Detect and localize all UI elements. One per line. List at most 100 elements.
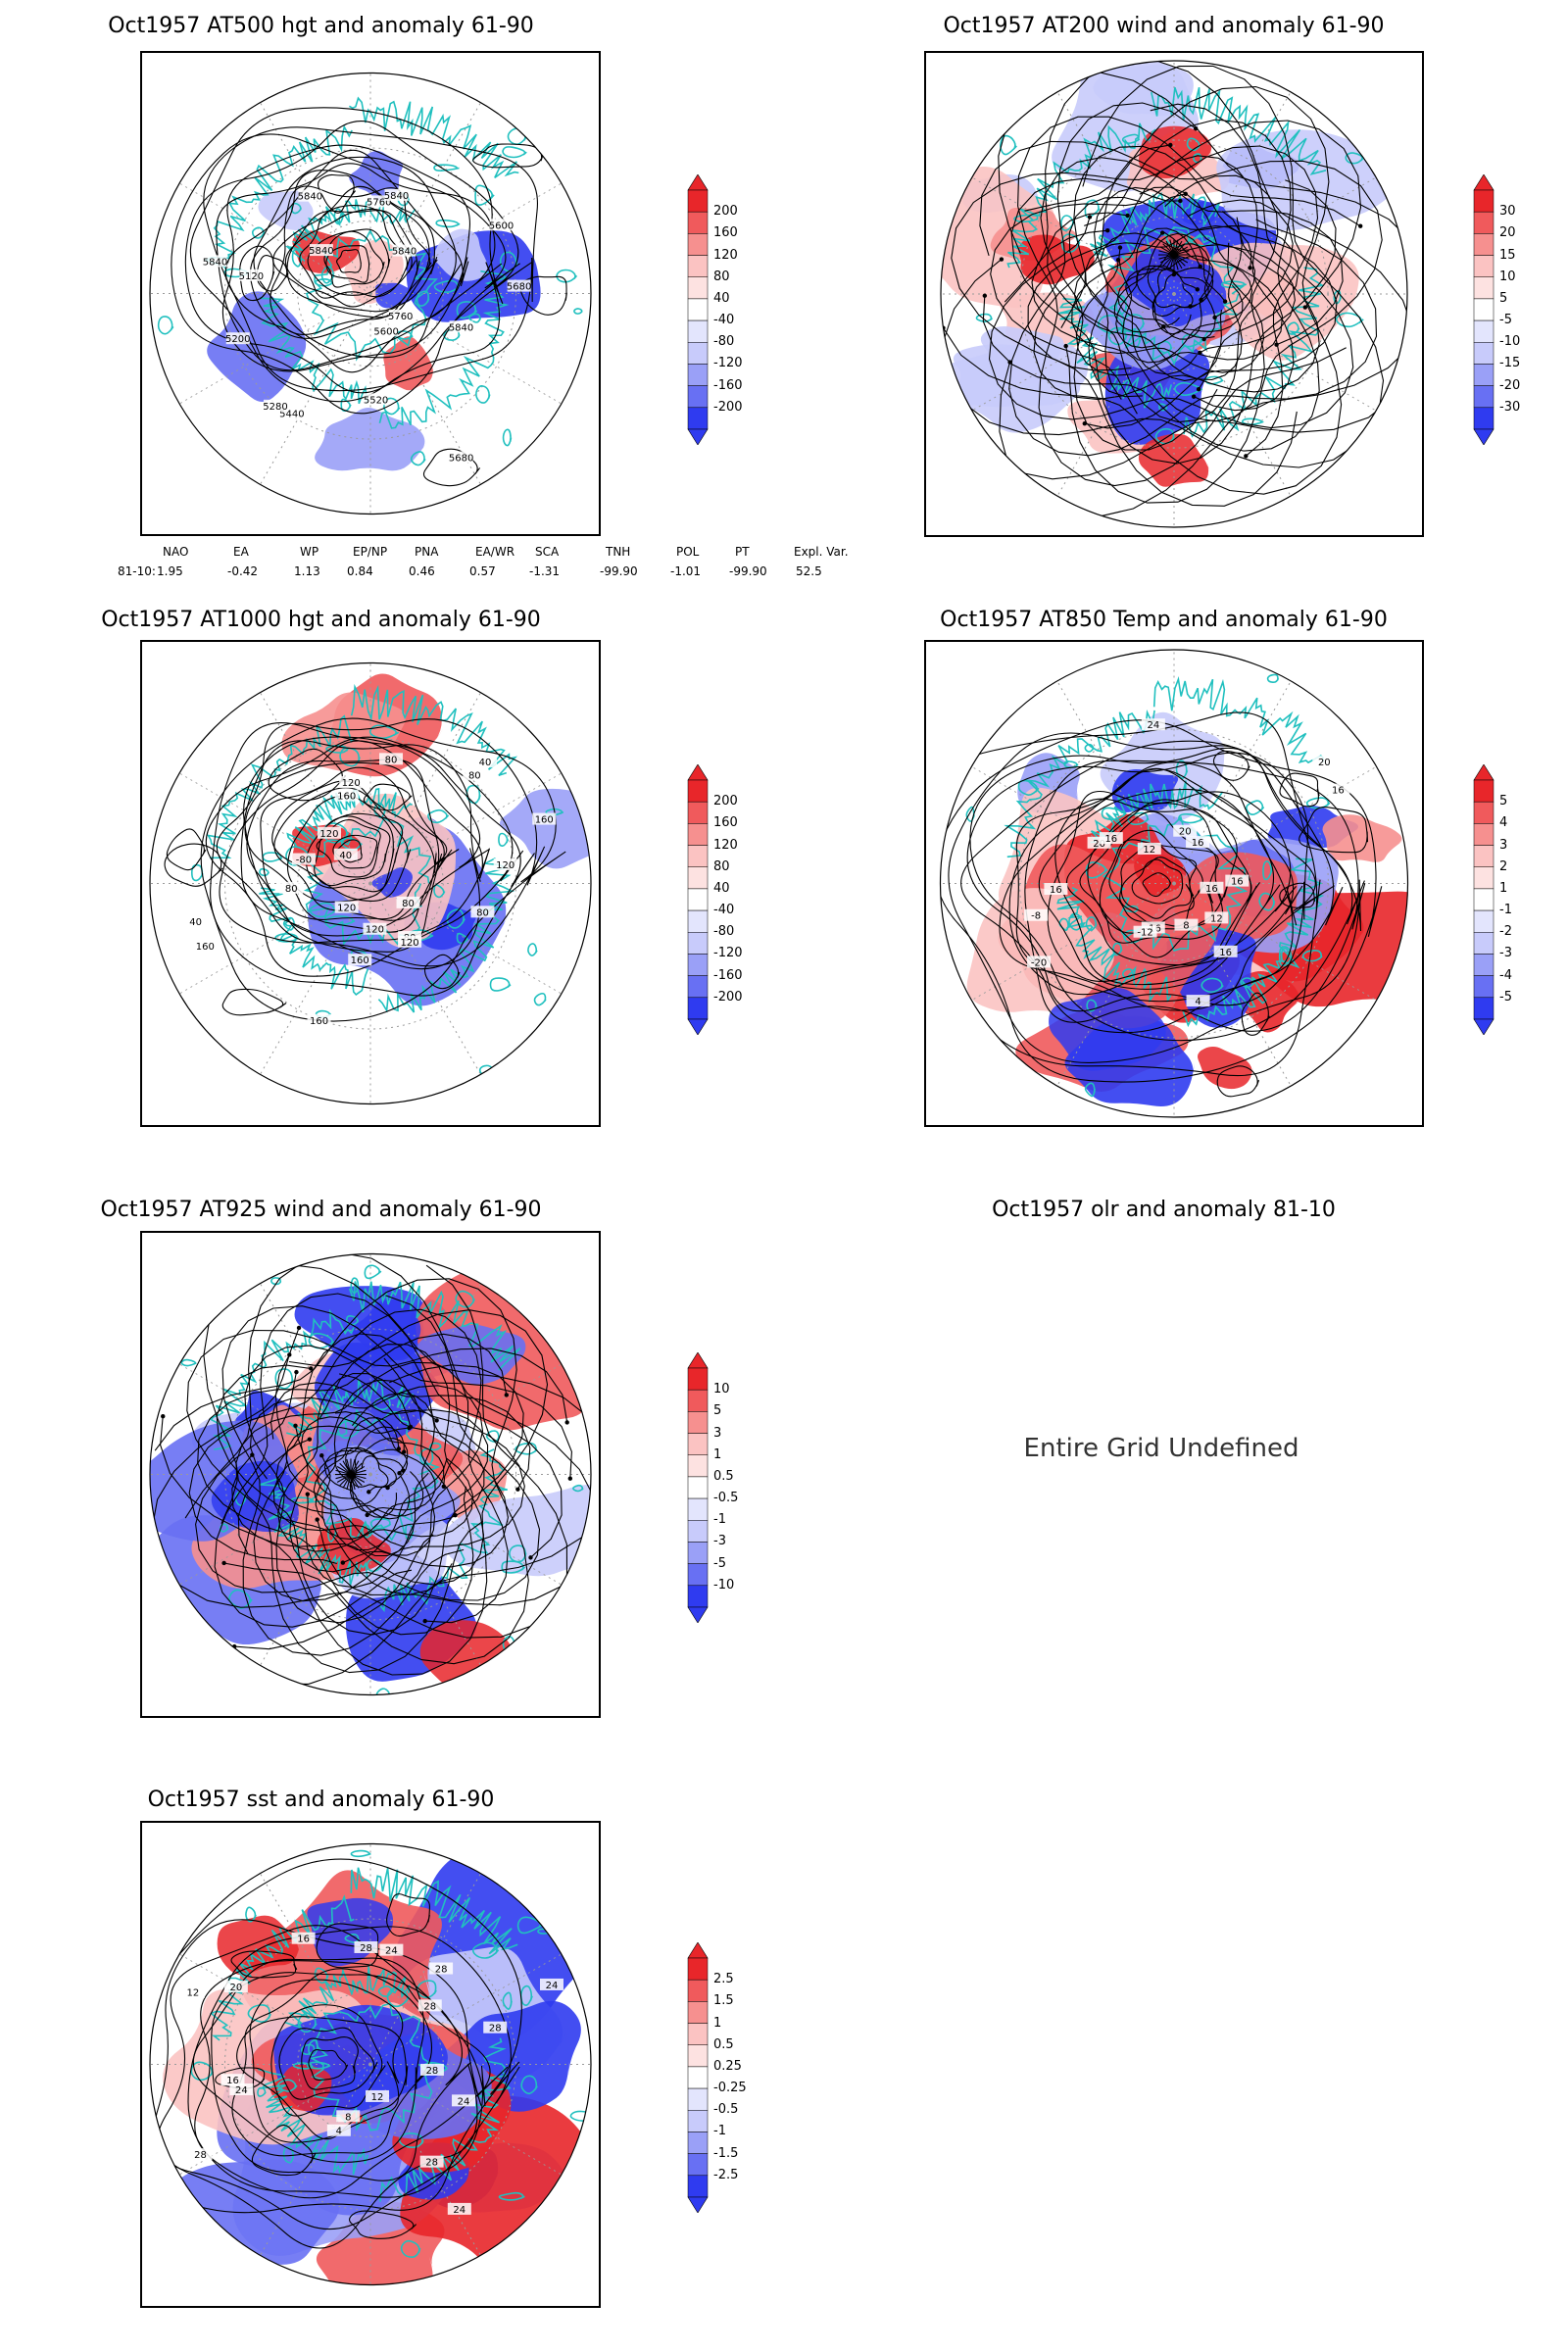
panel-title-sst: Oct1957 sst and anomaly 61-90 xyxy=(147,1788,495,1812)
contour-label-bg xyxy=(489,219,514,231)
strong-negative-anomaly xyxy=(1049,987,1171,1071)
height-contour xyxy=(224,149,469,373)
streamline-arrowhead xyxy=(1063,343,1068,349)
height-contour xyxy=(194,1960,509,2199)
streamline xyxy=(345,1446,404,1505)
contour-label-bg xyxy=(336,2110,361,2123)
island-outline xyxy=(1084,1082,1096,1098)
colorbar-arrow-bottom xyxy=(1473,428,1494,445)
colorbar-segment xyxy=(687,1585,709,1608)
contour-label-bg xyxy=(384,188,409,201)
colorbar-segment xyxy=(1473,932,1494,955)
island-outline xyxy=(519,1984,533,2006)
height-contour xyxy=(286,210,420,313)
colorbar-label: 10 xyxy=(1499,269,1516,284)
contour-label: 16 xyxy=(1231,877,1244,888)
closed-contour xyxy=(251,2125,317,2177)
colorbar-label: -20 xyxy=(1499,377,1521,393)
contour-label: 24 xyxy=(546,1981,559,1991)
meridian-line xyxy=(971,176,1175,295)
island-outline xyxy=(325,744,349,754)
island-outline xyxy=(965,806,975,822)
pole-convergence-line xyxy=(350,1474,356,1491)
contour-label-bg xyxy=(379,753,404,765)
contour-label: 16 xyxy=(1205,884,1218,895)
streamline xyxy=(315,1411,436,1521)
colorbar-segment xyxy=(1473,909,1494,933)
contour-label: 20 xyxy=(1318,758,1331,768)
map-boundary xyxy=(939,649,1409,1118)
streamline xyxy=(160,1309,549,1676)
coastline xyxy=(378,1448,508,1613)
island-outline xyxy=(274,1368,295,1390)
colorbar-label: -120 xyxy=(713,356,743,371)
island-outline xyxy=(1127,811,1150,826)
meridian-line xyxy=(260,2064,371,2256)
colorbar-segment xyxy=(687,909,709,933)
colorbar-segment xyxy=(1473,801,1494,824)
index-header: SCA xyxy=(535,545,560,559)
colorbar-segment xyxy=(687,211,709,234)
streamline xyxy=(1115,227,1244,349)
island-outline xyxy=(427,808,450,824)
height-contour xyxy=(1131,858,1184,905)
contour-label: 8 xyxy=(1183,921,1189,932)
index-header: TNH xyxy=(606,545,631,559)
contour-label: -12 xyxy=(1137,928,1152,939)
negative-anomaly-region xyxy=(1216,129,1400,231)
closed-contour xyxy=(230,1950,298,1979)
meridian-line xyxy=(369,2064,563,2176)
colorbar-segment xyxy=(687,2087,709,2111)
closed-contour xyxy=(386,1893,430,1937)
pole-convergence-line xyxy=(342,1460,352,1475)
contour-label-bg xyxy=(388,309,413,321)
colorbar-segment xyxy=(1473,975,1494,999)
height-contour xyxy=(325,245,370,283)
olr-undefined-message: Entire Grid Undefined xyxy=(1023,1434,1299,1463)
height-contour xyxy=(221,144,470,372)
contour-label-bg xyxy=(447,2202,471,2215)
streamline-arrowhead xyxy=(293,1423,298,1428)
colorbar-segment xyxy=(687,319,709,343)
streamline xyxy=(184,1253,591,1650)
contour-label: 16 xyxy=(1050,885,1062,896)
closed-contour xyxy=(316,1923,379,1969)
contour-label: 24 xyxy=(458,2096,470,2107)
colorbar-segment xyxy=(1473,779,1494,803)
height-contour xyxy=(184,121,533,394)
island-outline xyxy=(290,1496,315,1504)
streamline-arrowhead xyxy=(528,1555,533,1560)
streamline xyxy=(334,1446,409,1513)
island-outline xyxy=(1175,760,1189,779)
pole-convergence-line xyxy=(1169,239,1175,256)
streamline xyxy=(235,1361,469,1595)
contour-label-bg xyxy=(363,922,387,935)
streamline xyxy=(277,1372,473,1552)
streamline-arrowhead xyxy=(1193,125,1199,131)
streamline xyxy=(1008,102,1378,457)
colorbar-segment xyxy=(687,1411,709,1434)
colorbar-bar xyxy=(1473,764,1494,1035)
index-row-label: 81-10: xyxy=(118,564,156,578)
island-outline xyxy=(1086,999,1098,1012)
streamline xyxy=(1010,177,1337,465)
height-contour xyxy=(231,1968,436,2157)
contour-label: 5840 xyxy=(203,257,227,268)
strong-negative-anomaly xyxy=(352,1298,422,1361)
pole-convergence-line xyxy=(1159,246,1175,256)
index-header: PT xyxy=(735,545,750,559)
height-contour xyxy=(205,736,524,977)
pole-convergence-line xyxy=(339,1462,352,1475)
height-contour xyxy=(960,740,1344,1034)
island-outline xyxy=(290,202,302,215)
colorbar-segment xyxy=(687,298,709,321)
contour-label-bg xyxy=(1213,945,1238,957)
colorbar-segment xyxy=(687,888,709,911)
colorbar-label: -120 xyxy=(713,946,743,961)
panel-title-at200: Oct1957 AT200 wind and anomaly 61-90 xyxy=(943,14,1385,38)
colorbar-label: 10 xyxy=(713,1382,730,1397)
contour-label: 120 xyxy=(337,904,356,914)
island-outline xyxy=(350,1277,360,1295)
island-outline xyxy=(1058,917,1070,931)
meridian-line xyxy=(369,1953,563,2065)
